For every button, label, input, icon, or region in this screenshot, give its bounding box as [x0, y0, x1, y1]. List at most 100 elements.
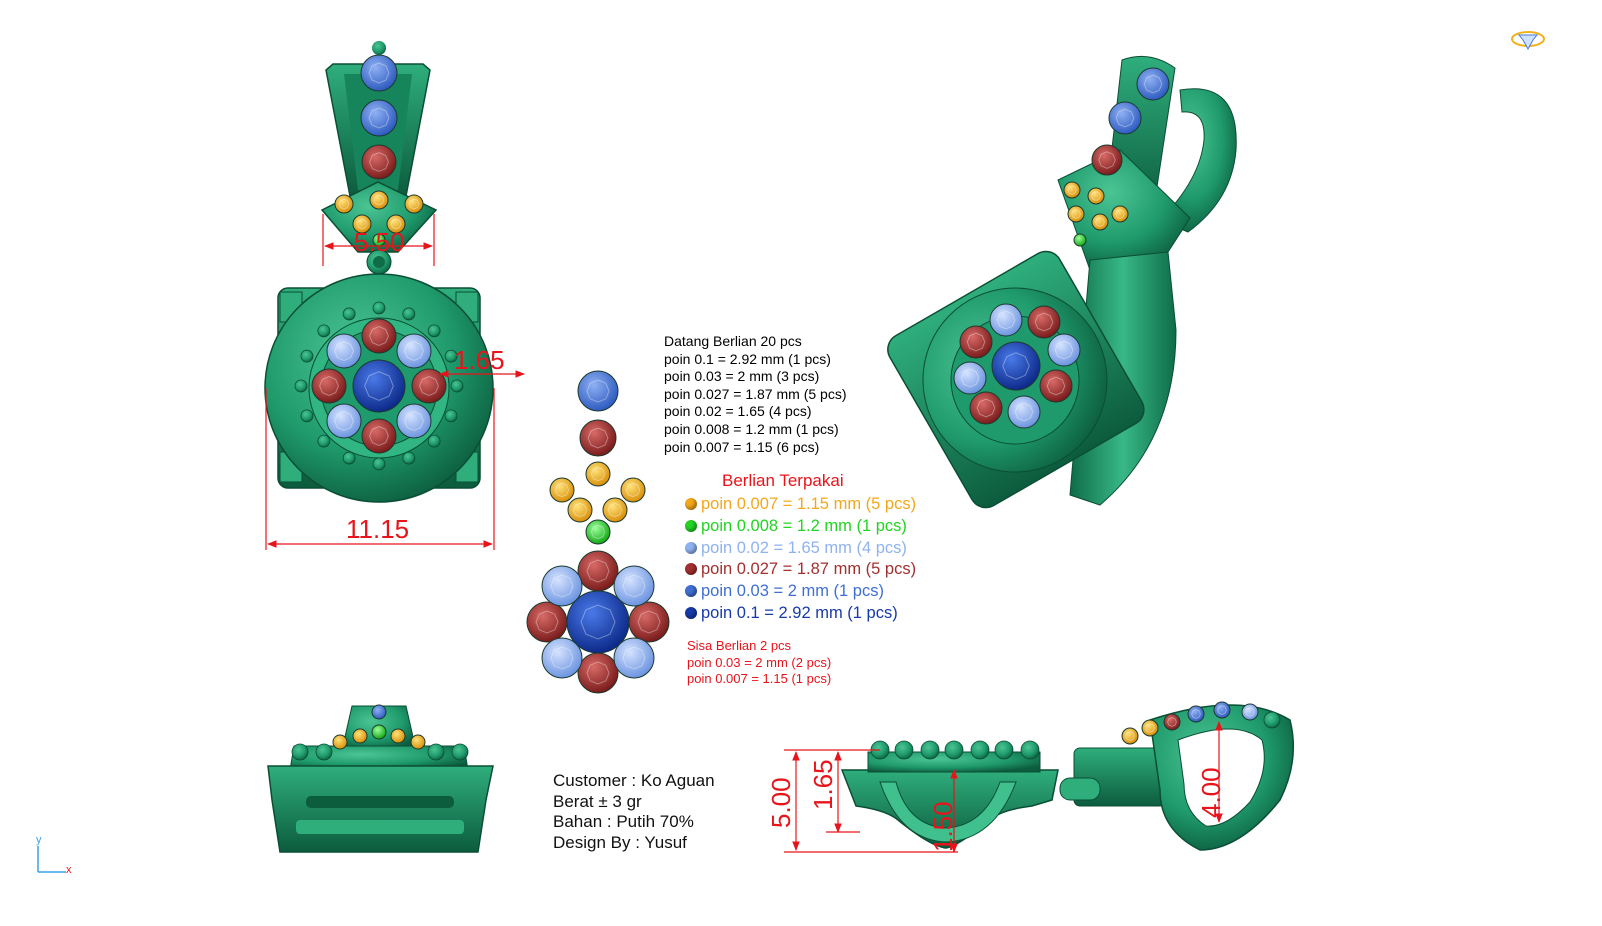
weight: Berat ± 3 gr: [553, 791, 642, 811]
used-row-label: poin 0.02 = 1.65 mm (4 pcs): [701, 538, 907, 557]
gold-stone: [404, 194, 424, 214]
customer-block: Customer : Ko Aguan Berat ± 3 gr Bahan :…: [553, 771, 715, 853]
metal-prong: [427, 743, 445, 761]
stone-facet: [1191, 709, 1201, 719]
used-row: poin 0.03 = 2 mm (1 pcs): [685, 581, 916, 603]
gold-stone: [1141, 719, 1159, 737]
stone-facet: [586, 661, 610, 685]
stone-facet: [1125, 731, 1135, 741]
dim-body-width: 11.15: [346, 514, 410, 544]
gold-stone: [1091, 213, 1109, 231]
dim-gap-height: 1.50: [928, 801, 958, 852]
stone-facet: [1245, 707, 1255, 717]
green-stone: [585, 519, 611, 545]
metal-prong: [944, 740, 964, 760]
stone-facet: [408, 198, 420, 210]
ruby-stone: [577, 652, 619, 694]
gold-stone: [1067, 205, 1085, 223]
metal-prong: [920, 740, 940, 760]
stones-layer: [291, 54, 1281, 761]
stone-facet: [1091, 191, 1101, 201]
ruby-stone: [1039, 369, 1073, 403]
gold-stone: [567, 497, 593, 523]
stone-facet: [334, 411, 354, 431]
stone-facet: [1098, 151, 1116, 169]
blue-stone: [360, 54, 398, 92]
stone-swatch-icon: [685, 498, 697, 510]
metal-prong: [451, 743, 469, 761]
remaining-block: Sisa Berlian 2 pcs poin 0.03 = 2 mm (2 p…: [687, 638, 831, 688]
light-blue-stone: [613, 637, 655, 679]
used-row-label: poin 0.1 = 2.92 mm (1 pcs): [701, 603, 898, 622]
diamond-logo-icon: [1511, 31, 1545, 51]
gold-stone: [352, 214, 372, 234]
green-stone: [1073, 233, 1087, 247]
stone-facet: [996, 310, 1016, 330]
metal-prong: [444, 349, 458, 363]
metal-prong: [450, 379, 464, 393]
axis-indicator: [37, 846, 66, 873]
metal-prong: [342, 307, 356, 321]
stone-facet: [580, 604, 616, 640]
metal-prong: [291, 743, 309, 761]
metal-prong: [317, 434, 331, 448]
light-blue-stone: [396, 333, 432, 369]
stone-facet: [587, 427, 609, 449]
used-list: poin 0.007 = 1.15 mm (5 pcs) poin 0.008 …: [685, 494, 916, 625]
stone-facet: [373, 194, 385, 206]
stone-facet: [572, 502, 588, 518]
gold-stone: [410, 734, 426, 750]
gold-stone: [1087, 187, 1105, 205]
blue-stone: [1136, 67, 1170, 101]
remaining-line: poin 0.03 = 2 mm (2 pcs): [687, 654, 832, 670]
green-stone: [371, 724, 387, 740]
stone-facet: [625, 482, 641, 498]
metal-prong: [1020, 740, 1040, 760]
blue-stone: [577, 370, 619, 412]
stone-info-header: Datang Berlian 20 pcs: [664, 333, 802, 349]
light-blue-stone: [326, 333, 362, 369]
metal-prong: [300, 409, 314, 423]
stone-facet: [535, 610, 559, 634]
metal-prong: [300, 349, 314, 363]
stone-facet: [550, 646, 574, 670]
used-row-label: poin 0.03 = 2 mm (1 pcs): [701, 582, 884, 601]
ruby-stone: [628, 601, 670, 643]
stone-facet: [1071, 209, 1081, 219]
gold-stone: [332, 734, 348, 750]
stone-facet: [404, 411, 424, 431]
stone-facet: [369, 326, 389, 346]
used-row-label: poin 0.027 = 1.87 mm (5 pcs): [701, 560, 917, 579]
gold-stone: [386, 214, 406, 234]
stone-facet: [637, 610, 661, 634]
sapphire-stone: [991, 341, 1041, 391]
light-blue-stone: [1241, 703, 1259, 721]
ruby-stone: [1027, 305, 1061, 339]
gold-stone: [390, 728, 406, 744]
stone-facet: [622, 646, 646, 670]
ruby-stone: [959, 325, 993, 359]
dim-side-offset: 1.65: [454, 345, 505, 375]
stone-facet: [586, 559, 610, 583]
stone-facet: [356, 218, 368, 230]
material: Bahan : Putih 70%: [553, 812, 694, 831]
stone-facet: [369, 152, 389, 172]
stone-facet: [1014, 402, 1034, 422]
stone-facet: [368, 62, 390, 84]
stone-info-line: poin 0.02 = 1.65 (4 pcs): [664, 403, 812, 420]
used-row: poin 0.1 = 2.92 mm (1 pcs): [685, 603, 916, 625]
ruby-stone: [1091, 144, 1123, 176]
light-blue-stone: [396, 403, 432, 439]
light-blue-stone: [541, 565, 583, 607]
stone-info-line: poin 0.008 = 1.2 mm (1 pcs): [664, 420, 839, 437]
used-row: poin 0.008 = 1.2 mm (1 pcs): [685, 516, 916, 538]
used-row-label: poin 0.007 = 1.15 mm (5 pcs): [701, 495, 917, 513]
stone-facet: [1145, 723, 1155, 733]
gold-stone: [334, 194, 354, 214]
used-row: poin 0.02 = 1.65 mm (4 pcs): [685, 538, 916, 560]
ruby-stone: [361, 318, 397, 354]
stone-swatch-icon: [685, 519, 697, 532]
used-row: poin 0.007 = 1.15 mm (5 pcs): [685, 494, 916, 516]
stone-facet: [1115, 209, 1125, 219]
